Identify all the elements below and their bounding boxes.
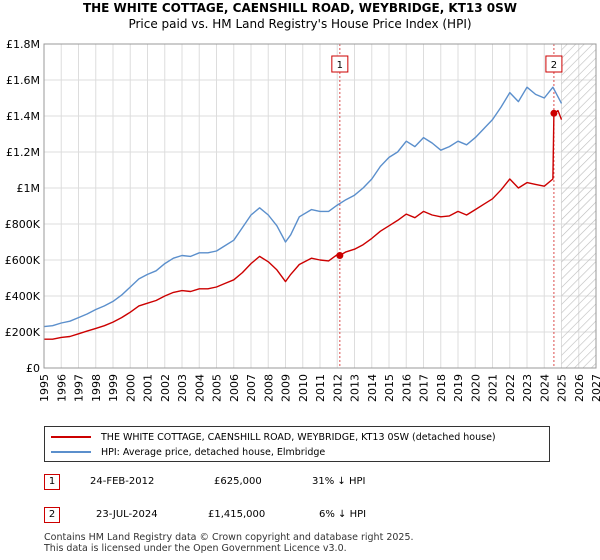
x-tick-label: 2013: [349, 374, 362, 402]
annotation-box: [545, 55, 563, 73]
footer-line-2: This data is licensed under the Open Gov…: [44, 543, 347, 554]
y-tick-label: £400K: [5, 290, 41, 303]
footer-line-1: Contains HM Land Registry data © Crown c…: [44, 532, 414, 543]
x-tick-label: 2003: [176, 374, 189, 402]
x-tick-label: 2007: [245, 374, 258, 402]
y-tick-label: £800K: [5, 218, 41, 231]
x-tick-label: 2011: [314, 374, 327, 402]
x-tick-label: 2014: [366, 374, 379, 402]
annotation-label: 2: [551, 60, 557, 71]
x-tick-label: 2026: [573, 374, 586, 402]
transaction-hpi: 6% ↓ HPI: [319, 509, 367, 520]
transaction-price: £625,000: [214, 476, 262, 487]
price-chart: 1 2 £0 £200K £400K £600K £800K £1M £1.2M £1.4M £1…: [5, 38, 600, 402]
x-tick-label: 2020: [469, 374, 482, 402]
x-tick-label: 2024: [538, 374, 551, 402]
series-line-property: [44, 109, 563, 340]
legend-label-property: THE WHITE COTTAGE, CAENSHILL ROAD, WEYBR…: [101, 431, 496, 443]
x-tick-label: 2019: [452, 374, 465, 402]
transaction-row: 1 24-FEB-2012 £625,000 31% ↓ HPI: [44, 474, 584, 492]
legend-label-hpi: HPI: Average price, detached house, Elmb…: [101, 446, 326, 458]
x-tick-label: 2016: [400, 374, 413, 402]
y-tick-label: £1.2M: [6, 146, 40, 159]
legend-swatch-blue: [51, 451, 91, 453]
transaction-badge: 2: [44, 507, 60, 523]
y-tick-label: £1.4M: [6, 110, 40, 123]
plot-frame: [43, 43, 597, 369]
chart-subtitle: Price paid vs. HM Land Registry's House …: [128, 17, 472, 31]
annotation-box: [331, 55, 349, 73]
series-line-hpi: [43, 86, 563, 328]
x-tick-label: 2023: [521, 374, 534, 402]
x-tick-label: 2002: [159, 374, 172, 402]
transaction-badge: 1: [44, 474, 60, 490]
forecast-hatch: [561, 44, 596, 368]
transaction-hpi: 31% ↓ HPI: [312, 476, 366, 487]
x-tick-label: 2027: [590, 374, 600, 402]
x-tick-label: 2022: [504, 374, 517, 402]
x-tick-label: 2001: [142, 374, 155, 402]
transaction-price: £1,415,000: [208, 509, 266, 520]
y-tick-label: £1.6M: [6, 74, 40, 87]
y-tick-label: £600K: [5, 254, 41, 267]
y-tick-label: £0: [26, 362, 40, 375]
x-tick-label: 2009: [280, 374, 293, 402]
x-tick-label: 2000: [124, 374, 137, 402]
x-tick-label: 2018: [435, 374, 448, 402]
transaction-date: 24-FEB-2012: [90, 476, 155, 487]
y-tick-label: £1M: [17, 182, 41, 195]
x-tick-label: 1998: [90, 374, 103, 402]
legend-item-hpi: HPI: Average price, detached house, Elmb…: [51, 445, 325, 459]
x-tick-label: 2008: [262, 374, 275, 402]
x-tick-label: 2015: [383, 374, 396, 402]
chart-title: THE WHITE COTTAGE, CAENSHILL ROAD, WEYBR…: [82, 1, 518, 15]
x-tick-label: 1997: [73, 374, 86, 402]
x-tick-label: 1999: [107, 374, 120, 402]
sale-point: [336, 252, 344, 259]
transaction-row: 2 23-JUL-2024 £1,415,000 6% ↓ HPI: [44, 507, 584, 525]
x-tick-label: 2005: [211, 374, 224, 402]
x-tick-label: 2021: [487, 374, 500, 402]
footer: Contains HM Land Registry data © Crown c…: [44, 532, 414, 554]
legend: THE WHITE COTTAGE, CAENSHILL ROAD, WEYBR…: [44, 426, 550, 462]
legend-swatch-red: [51, 436, 91, 438]
x-tick-label: 2012: [331, 374, 344, 402]
x-tick-label: 2017: [418, 374, 431, 402]
legend-item-property: THE WHITE COTTAGE, CAENSHILL ROAD, WEYBR…: [51, 430, 496, 444]
y-tick-label: £200K: [5, 326, 41, 339]
x-tick-label: 2025: [556, 374, 569, 402]
x-tick-label: 2006: [228, 374, 241, 402]
x-tick-label: 2010: [297, 374, 310, 402]
x-tick-label: 1996: [55, 374, 68, 402]
x-tick-label: 1995: [38, 374, 51, 402]
transaction-date: 23-JUL-2024: [96, 509, 158, 520]
sale-point: [550, 109, 558, 117]
annotation-label: 1: [337, 60, 343, 71]
x-tick-label: 2004: [193, 374, 206, 402]
y-tick-label: £1.8M: [6, 38, 40, 51]
